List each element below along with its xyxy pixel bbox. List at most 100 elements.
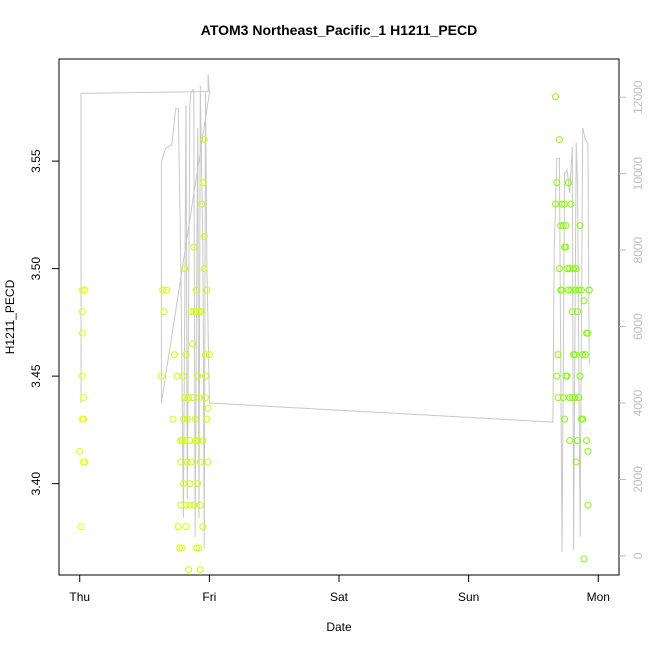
chart-title: ATOM3 Northeast_Pacific_1 H1211_PECD [201, 22, 478, 38]
data-point [580, 555, 588, 563]
right-axis-line-series [80, 74, 590, 553]
data-point [178, 437, 186, 445]
data-point [555, 136, 563, 144]
y-tick-label: 3.45 [29, 364, 43, 388]
data-point [580, 297, 588, 305]
data-point [204, 458, 212, 466]
data-point [191, 415, 199, 423]
data-point [195, 544, 203, 552]
x-axis-label: Date [326, 620, 352, 634]
data-point [200, 232, 208, 240]
right-axis-line [80, 74, 590, 553]
data-point [574, 437, 581, 445]
data-point [174, 523, 182, 531]
data-point [572, 458, 580, 466]
x-tick-label: Sat [330, 590, 349, 604]
data-point [566, 394, 574, 402]
x-tick-label: Sun [458, 590, 479, 604]
y-right-tick-label: 4000 [631, 389, 645, 416]
data-point [554, 351, 562, 359]
data-point [576, 222, 584, 230]
data-point [187, 458, 195, 466]
data-point [555, 265, 563, 273]
data-point [566, 437, 574, 445]
data-point [575, 286, 583, 294]
data-point [160, 308, 168, 316]
data-point [179, 372, 187, 380]
data-point [199, 523, 207, 531]
data-point [190, 243, 198, 251]
data-point [78, 372, 86, 380]
data-point [196, 501, 204, 509]
data-point [202, 394, 209, 402]
data-point [81, 458, 89, 466]
data-point [205, 351, 213, 359]
data-point [183, 415, 191, 423]
scatter-points [76, 93, 593, 574]
data-point [200, 136, 208, 144]
data-point [78, 286, 86, 294]
data-point [81, 286, 89, 294]
data-point [186, 437, 194, 445]
y-right-tick-label: 10000 [631, 157, 645, 191]
y-tick-label: 3.40 [29, 472, 43, 496]
data-point [572, 265, 580, 273]
data-point [196, 458, 204, 466]
data-point [192, 286, 200, 294]
data-point [186, 501, 194, 509]
data-point [564, 179, 572, 187]
x-axis: Thu Fri Sat Sun Mon [69, 575, 610, 604]
data-point [78, 329, 86, 337]
data-point [584, 447, 592, 455]
data-point [173, 372, 181, 380]
data-point [157, 372, 165, 380]
x-tick-label: Fri [202, 590, 216, 604]
data-point [199, 437, 207, 445]
data-point [574, 308, 581, 316]
data-point [559, 222, 567, 230]
x-tick-label: Mon [587, 590, 610, 604]
data-point [198, 308, 206, 316]
data-point [203, 415, 211, 423]
data-point [179, 415, 187, 423]
y-right-tick-label: 0 [631, 552, 645, 559]
data-point [190, 501, 198, 509]
data-point [76, 447, 84, 455]
data-point [579, 351, 587, 359]
data-point [554, 394, 562, 402]
data-point [584, 329, 592, 337]
data-point [552, 93, 559, 101]
data-point [185, 394, 193, 402]
data-point [202, 372, 209, 380]
data-point [190, 308, 198, 316]
y-axis-label: H1211_PECD [3, 279, 17, 354]
data-point [202, 351, 209, 359]
y-tick-label: 3.50 [29, 257, 43, 281]
plot-frame [58, 58, 620, 576]
data-point [585, 286, 593, 294]
data-point [557, 222, 565, 230]
data-point [562, 222, 570, 230]
data-point [177, 501, 185, 509]
data-point [181, 394, 189, 402]
y-axis: 3.40 3.45 3.50 3.55 [29, 149, 59, 495]
data-point [186, 480, 194, 488]
data-point [571, 351, 579, 359]
data-point [78, 308, 86, 316]
y-axis-right: 0 2000 4000 6000 8000 10000 12000 [619, 80, 645, 559]
data-point [192, 544, 200, 552]
data-point [200, 265, 208, 273]
data-point [189, 340, 196, 348]
y-right-tick-label: 2000 [631, 466, 645, 493]
data-point [192, 308, 200, 316]
data-point [80, 394, 88, 402]
data-point [169, 415, 177, 423]
data-point [562, 243, 570, 251]
data-point [183, 458, 191, 466]
data-point [170, 351, 178, 359]
data-point [553, 179, 561, 187]
data-point [561, 415, 569, 423]
data-point [182, 523, 190, 531]
data-point [571, 394, 579, 402]
